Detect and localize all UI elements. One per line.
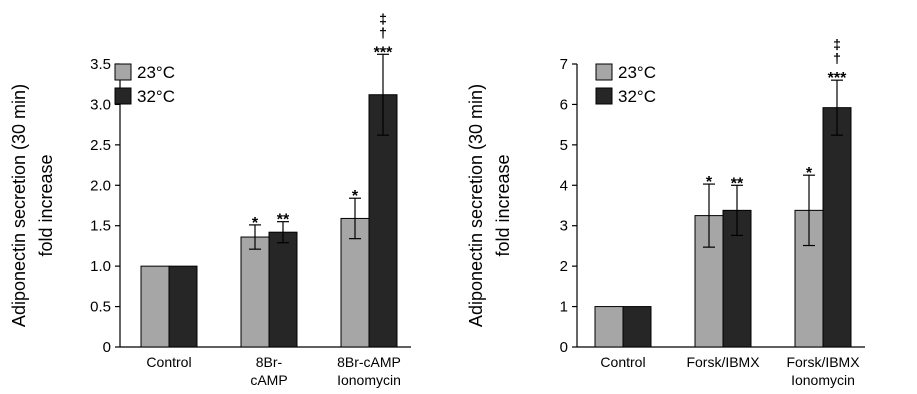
y-tick-label: 2.0 bbox=[90, 177, 111, 194]
y-tick-label: 1.0 bbox=[90, 258, 111, 275]
legend-swatch bbox=[595, 87, 613, 105]
y-tick-label: 3.0 bbox=[90, 96, 111, 113]
x-tick-label: Forsk/IBMX bbox=[786, 354, 860, 370]
legend-label: 32°C bbox=[137, 87, 175, 106]
significance-marker: *** bbox=[374, 44, 393, 61]
y-tick-label: 0.5 bbox=[90, 299, 111, 316]
bar bbox=[268, 231, 298, 348]
y-tick-label: 4 bbox=[560, 177, 568, 194]
legend-swatch bbox=[595, 63, 613, 81]
bar bbox=[140, 265, 170, 348]
legend-swatch bbox=[114, 63, 132, 81]
x-tick-label: cAMP bbox=[250, 372, 287, 388]
legend-swatch bbox=[114, 87, 132, 105]
significance-marker: ‡ bbox=[833, 36, 841, 52]
chart-panel-2: Adiponectin secretion (30 min) fold incre… bbox=[466, 36, 865, 388]
significance-marker: *** bbox=[828, 70, 847, 87]
x-tick-label: Ionomycin bbox=[337, 372, 401, 388]
y-tick-label: 2.5 bbox=[90, 137, 111, 154]
y-tick-label: 2 bbox=[560, 258, 568, 275]
x-tick-label: Control bbox=[600, 354, 645, 370]
legend-label: 23°C bbox=[618, 63, 656, 82]
x-tick-label: 8Br-cAMP bbox=[337, 354, 401, 370]
x-tick-label: Forsk/IBMX bbox=[686, 354, 760, 370]
x-tick-label: Ionomycin bbox=[791, 372, 855, 388]
x-tick-label: 8Br- bbox=[256, 354, 283, 370]
legend-label: 32°C bbox=[618, 87, 656, 106]
y-axis-label: fold increase bbox=[493, 154, 513, 256]
legend-label: 23°C bbox=[137, 63, 175, 82]
y-tick-label: 0 bbox=[560, 339, 568, 356]
significance-marker: ** bbox=[731, 175, 744, 192]
significance-marker: * bbox=[252, 215, 259, 232]
y-tick-label: 6 bbox=[560, 96, 568, 113]
bar bbox=[822, 107, 852, 348]
significance-marker: ** bbox=[277, 212, 290, 229]
y-axis-label: Adiponectin secretion (30 min) bbox=[466, 84, 486, 327]
bar bbox=[340, 217, 370, 348]
y-tick-label: 0 bbox=[103, 339, 111, 356]
y-tick-label: 1.5 bbox=[90, 218, 111, 235]
y-tick-label: 3 bbox=[560, 218, 568, 235]
bar bbox=[368, 94, 398, 348]
bar bbox=[168, 265, 198, 348]
significance-marker: ‡ bbox=[379, 10, 387, 26]
y-axis-label: Adiponectin secretion (30 min) bbox=[9, 84, 29, 327]
significance-marker: * bbox=[706, 174, 713, 191]
significance-marker: † bbox=[833, 50, 841, 66]
chart-panel-1: Adiponectin secretion (30 min) fold incre… bbox=[9, 10, 411, 388]
bar bbox=[594, 306, 624, 348]
y-tick-label: 7 bbox=[560, 56, 568, 73]
significance-marker: * bbox=[352, 188, 359, 205]
significance-marker: * bbox=[806, 165, 813, 182]
significance-marker: † bbox=[379, 24, 387, 40]
y-tick-label: 3.5 bbox=[90, 56, 111, 73]
y-tick-label: 1 bbox=[560, 299, 568, 316]
bar bbox=[622, 306, 652, 348]
bar bbox=[240, 236, 270, 348]
x-tick-label: Control bbox=[146, 354, 191, 370]
y-tick-label: 5 bbox=[560, 137, 568, 154]
y-axis-label: fold increase bbox=[36, 154, 56, 256]
